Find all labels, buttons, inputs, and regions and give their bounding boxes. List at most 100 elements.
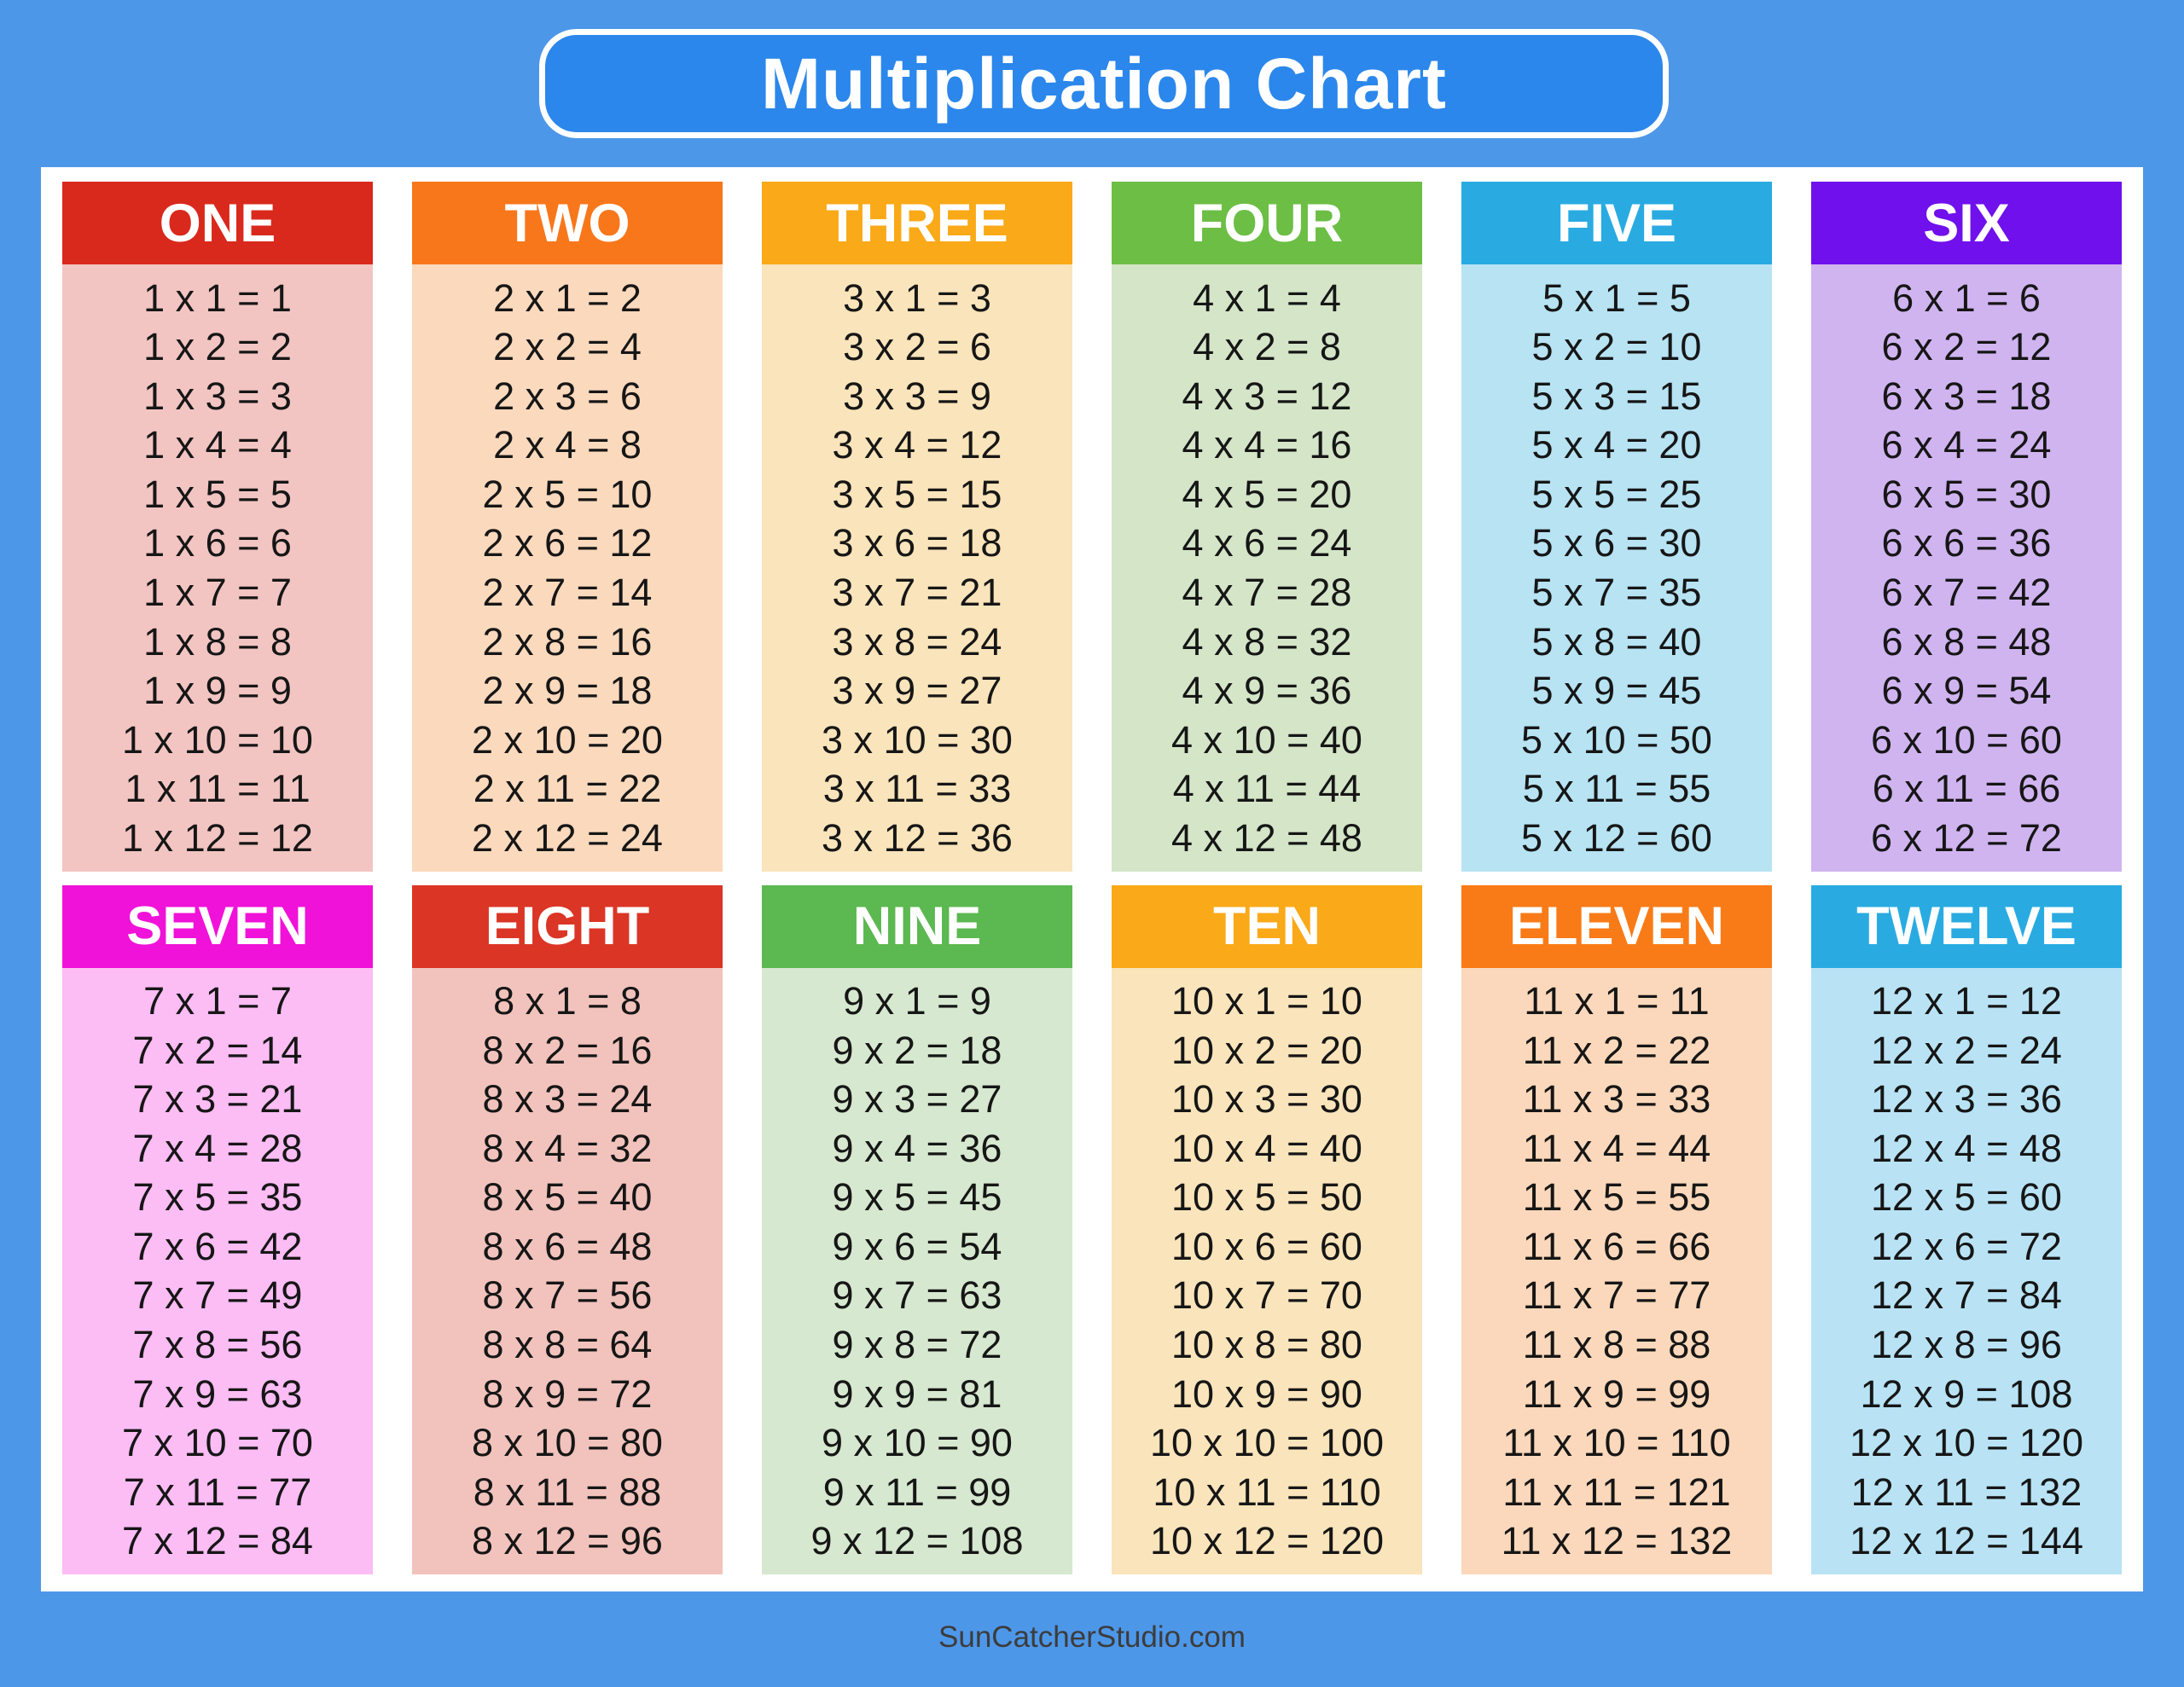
multiplication-fact: 5 x 10 = 50 [1521, 717, 1712, 762]
multiplication-fact: 3 x 11 = 33 [822, 767, 1012, 811]
multiplication-fact: 1 x 12 = 12 [122, 815, 313, 860]
times-table-card-three: THREE 3 x 1 = 3 3 x 2 = 6 3 x 3 = 9 3 x … [762, 182, 1072, 872]
multiplication-fact: 3 x 10 = 30 [822, 717, 1013, 762]
times-table-body: 3 x 1 = 3 3 x 2 = 6 3 x 3 = 9 3 x 4 = 12… [762, 264, 1072, 872]
multiplication-fact: 6 x 5 = 30 [1881, 472, 2052, 516]
multiplication-fact: 1 x 5 = 5 [143, 472, 292, 516]
multiplication-fact: 10 x 9 = 90 [1171, 1371, 1362, 1416]
multiplication-fact: 6 x 8 = 48 [1881, 619, 2052, 664]
times-table-header: TWELVE [1811, 884, 2122, 968]
multiplication-fact: 10 x 4 = 40 [1171, 1126, 1362, 1170]
times-table-card-four: FOUR 4 x 1 = 4 4 x 2 = 8 4 x 3 = 12 4 x … [1112, 182, 1422, 872]
multiplication-fact: 4 x 4 = 16 [1182, 423, 1352, 467]
times-table-card-eleven: ELEVEN 11 x 1 = 11 11 x 2 = 22 11 x 3 = … [1461, 884, 1772, 1574]
multiplication-fact: 2 x 2 = 4 [493, 325, 642, 369]
multiplication-fact: 2 x 4 = 8 [493, 423, 642, 467]
multiplication-fact: 10 x 1 = 10 [1171, 979, 1362, 1023]
multiplication-fact: 8 x 4 = 32 [482, 1126, 653, 1170]
multiplication-fact: 10 x 11 = 110 [1153, 1470, 1381, 1514]
page-title: Multiplication Chart [761, 43, 1447, 124]
multiplication-fact: 7 x 1 = 7 [143, 979, 292, 1023]
multiplication-fact: 8 x 2 = 16 [482, 1028, 653, 1072]
multiplication-fact: 9 x 7 = 63 [832, 1273, 1002, 1318]
times-table-header: TEN [1112, 884, 1422, 968]
multiplication-fact: 3 x 6 = 18 [832, 521, 1002, 565]
multiplication-fact: 9 x 9 = 81 [832, 1371, 1002, 1416]
multiplication-fact: 4 x 12 = 48 [1171, 815, 1362, 860]
times-table-body: 6 x 1 = 6 6 x 2 = 12 6 x 3 = 18 6 x 4 = … [1811, 264, 2122, 872]
multiplication-fact: 4 x 5 = 20 [1182, 472, 1352, 516]
multiplication-fact: 9 x 12 = 108 [810, 1519, 1024, 1563]
multiplication-fact: 8 x 6 = 48 [482, 1224, 653, 1268]
multiplication-fact: 2 x 5 = 10 [482, 472, 653, 516]
multiplication-fact: 4 x 6 = 24 [1182, 521, 1352, 565]
multiplication-fact: 4 x 11 = 44 [1172, 767, 1362, 811]
multiplication-fact: 7 x 10 = 70 [122, 1421, 313, 1465]
times-table-header: EIGHT [412, 884, 723, 968]
multiplication-fact: 5 x 8 = 40 [1531, 619, 1702, 664]
times-table-body: 4 x 1 = 4 4 x 2 = 8 4 x 3 = 12 4 x 4 = 1… [1112, 264, 1422, 872]
multiplication-fact: 3 x 2 = 6 [843, 325, 991, 369]
multiplication-fact: 11 x 4 = 44 [1522, 1126, 1711, 1170]
multiplication-fact: 12 x 5 = 60 [1871, 1175, 2062, 1220]
multiplication-fact: 6 x 6 = 36 [1881, 521, 2052, 565]
multiplication-fact: 2 x 12 = 24 [472, 815, 663, 860]
times-table-card-six: SIX 6 x 1 = 6 6 x 2 = 12 6 x 3 = 18 6 x … [1811, 182, 2122, 872]
times-table-header: THREE [762, 182, 1072, 264]
multiplication-fact: 4 x 8 = 32 [1182, 619, 1352, 664]
chart-panel: ONE 1 x 1 = 1 1 x 2 = 2 1 x 3 = 3 1 x 4 … [41, 167, 2143, 1591]
multiplication-fact: 3 x 7 = 21 [832, 570, 1002, 614]
multiplication-fact: 4 x 3 = 12 [1182, 374, 1352, 418]
multiplication-fact: 8 x 12 = 96 [472, 1519, 663, 1563]
multiplication-fact: 6 x 2 = 12 [1881, 325, 2052, 369]
times-table-card-nine: NINE 9 x 1 = 9 9 x 2 = 18 9 x 3 = 27 9 x… [762, 884, 1072, 1574]
multiplication-fact: 12 x 7 = 84 [1871, 1273, 2062, 1318]
multiplication-fact: 8 x 3 = 24 [482, 1077, 653, 1122]
multiplication-fact: 2 x 8 = 16 [482, 619, 653, 664]
multiplication-fact: 11 x 6 = 66 [1522, 1224, 1711, 1268]
times-table-header: SEVEN [62, 884, 373, 968]
multiplication-fact: 11 x 2 = 22 [1522, 1028, 1711, 1072]
multiplication-fact: 6 x 7 = 42 [1881, 570, 2052, 614]
times-table-card-ten: TEN 10 x 1 = 10 10 x 2 = 20 10 x 3 = 30 … [1112, 884, 1422, 1574]
multiplication-fact: 3 x 8 = 24 [832, 619, 1002, 664]
times-table-card-two: TWO 2 x 1 = 2 2 x 2 = 4 2 x 3 = 6 2 x 4 … [412, 182, 723, 872]
multiplication-fact: 5 x 4 = 20 [1531, 423, 1702, 467]
multiplication-fact: 12 x 1 = 12 [1871, 979, 2062, 1023]
multiplication-fact: 1 x 8 = 8 [143, 619, 292, 664]
multiplication-fact: 2 x 6 = 12 [482, 521, 653, 565]
multiplication-fact: 7 x 12 = 84 [122, 1519, 313, 1563]
multiplication-fact: 4 x 2 = 8 [1193, 325, 1341, 369]
multiplication-fact: 10 x 2 = 20 [1171, 1028, 1362, 1072]
multiplication-fact: 11 x 5 = 55 [1522, 1175, 1711, 1220]
multiplication-fact: 8 x 1 = 8 [493, 979, 642, 1023]
multiplication-fact: 9 x 6 = 54 [832, 1224, 1002, 1268]
multiplication-fact: 7 x 9 = 63 [132, 1371, 303, 1416]
multiplication-fact: 5 x 5 = 25 [1531, 472, 1702, 516]
multiplication-fact: 9 x 1 = 9 [843, 979, 991, 1023]
multiplication-fact: 11 x 12 = 132 [1501, 1519, 1733, 1563]
multiplication-fact: 1 x 9 = 9 [143, 669, 292, 713]
multiplication-fact: 9 x 8 = 72 [832, 1323, 1002, 1366]
times-table-header: FOUR [1112, 182, 1422, 264]
multiplication-fact: 3 x 1 = 3 [843, 275, 991, 320]
times-table-card-five: FIVE 5 x 1 = 5 5 x 2 = 10 5 x 3 = 15 5 x… [1461, 182, 1772, 872]
multiplication-fact: 5 x 12 = 60 [1521, 815, 1712, 860]
multiplication-fact: 2 x 1 = 2 [493, 275, 642, 320]
multiplication-fact: 11 x 9 = 99 [1522, 1371, 1711, 1416]
multiplication-fact: 11 x 3 = 33 [1522, 1077, 1711, 1122]
multiplication-fact: 3 x 3 = 9 [843, 374, 991, 418]
multiplication-fact: 10 x 5 = 50 [1171, 1175, 1362, 1220]
times-table-header: TWO [412, 182, 723, 264]
times-table-body: 8 x 1 = 8 8 x 2 = 16 8 x 3 = 24 8 x 4 = … [412, 967, 723, 1574]
multiplication-fact: 8 x 8 = 64 [482, 1323, 653, 1366]
multiplication-fact: 3 x 5 = 15 [832, 472, 1002, 516]
multiplication-fact: 10 x 7 = 70 [1171, 1273, 1362, 1318]
multiplication-fact: 5 x 7 = 35 [1531, 570, 1702, 614]
multiplication-fact: 11 x 10 = 110 [1502, 1421, 1731, 1465]
multiplication-fact: 11 x 7 = 77 [1522, 1273, 1711, 1318]
multiplication-fact: 8 x 10 = 80 [472, 1421, 663, 1465]
multiplication-fact: 7 x 7 = 49 [132, 1273, 303, 1318]
times-table-header: NINE [762, 884, 1072, 968]
